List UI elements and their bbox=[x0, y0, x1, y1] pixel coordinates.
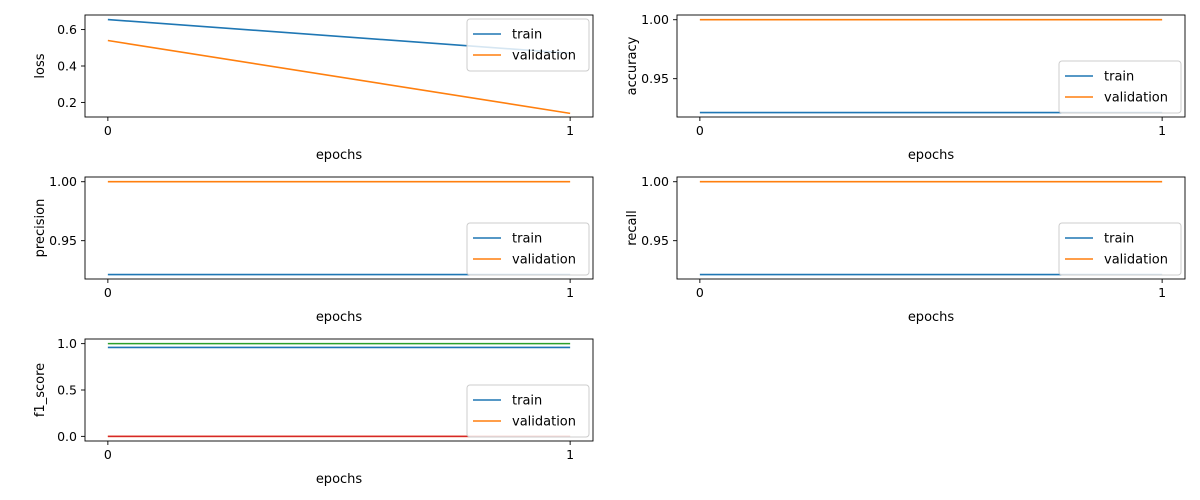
y-axis-label: precision bbox=[33, 199, 48, 258]
legend: train validation bbox=[466, 222, 590, 276]
axes-frame bbox=[676, 14, 1186, 118]
x-axis-label: epochs bbox=[908, 310, 955, 325]
x-tick-label: 0 bbox=[104, 447, 112, 462]
legend-label-train: train bbox=[1104, 232, 1134, 247]
legend-label-train: train bbox=[512, 232, 542, 247]
y-tick-label: 0.0 bbox=[57, 429, 77, 444]
legend-label-validation: validation bbox=[512, 415, 576, 430]
legend: train validation bbox=[1058, 60, 1182, 114]
legend-label-train: train bbox=[1104, 70, 1134, 85]
subplot-precision: 0 1 0.95 1.00 epochs precision train validation bbox=[33, 174, 594, 325]
legend-box bbox=[1058, 222, 1182, 276]
legend-box bbox=[466, 222, 590, 276]
x-tick-label: 1 bbox=[566, 447, 574, 462]
series-line-validation bbox=[107, 39, 571, 115]
x-tick-label: 1 bbox=[1158, 123, 1166, 138]
legend-label-validation: validation bbox=[512, 49, 576, 64]
y-tick-label: 0.95 bbox=[641, 71, 669, 86]
y-axis-label: accuracy bbox=[625, 36, 640, 95]
axes-frame bbox=[676, 176, 1186, 280]
legend-label-validation: validation bbox=[1104, 91, 1168, 106]
x-tick-label: 0 bbox=[104, 285, 112, 300]
y-tick-label: 0.95 bbox=[641, 233, 669, 248]
legend-label-train: train bbox=[512, 28, 542, 43]
y-tick-label: 1.00 bbox=[641, 12, 669, 27]
legend-box bbox=[466, 384, 590, 438]
axes-frame bbox=[84, 176, 594, 280]
subplot-recall: 0 1 0.95 1.00 epochs recall train validation bbox=[625, 174, 1186, 325]
legend-label-validation: validation bbox=[1104, 253, 1168, 268]
y-axis-label: loss bbox=[33, 53, 48, 78]
legend: train validation bbox=[466, 384, 590, 438]
x-tick-label: 1 bbox=[1158, 285, 1166, 300]
y-tick-label: 1.00 bbox=[641, 174, 669, 189]
legend-box bbox=[1058, 60, 1182, 114]
legend-box bbox=[466, 18, 590, 72]
y-axis-label: f1_score bbox=[33, 363, 48, 417]
legend-label-validation: validation bbox=[512, 253, 576, 268]
x-axis-label: epochs bbox=[316, 310, 363, 325]
x-tick-label: 0 bbox=[696, 285, 704, 300]
y-tick-label: 0.4 bbox=[57, 59, 77, 74]
legend-label-train: train bbox=[512, 394, 542, 409]
legend: train validation bbox=[466, 18, 590, 72]
y-tick-label: 1.00 bbox=[49, 174, 77, 189]
legend: train validation bbox=[1058, 222, 1182, 276]
subplot-f1_score: 0 1 0.0 0.5 1.0 epochs f1_score train validation bbox=[33, 336, 594, 487]
x-tick-label: 0 bbox=[696, 123, 704, 138]
subplot-accuracy: 0 1 0.95 1.00 epochs accuracy train validation bbox=[625, 12, 1186, 163]
x-axis-label: epochs bbox=[316, 148, 363, 163]
y-tick-label: 0.2 bbox=[57, 95, 77, 110]
subplot-loss: 0 1 0.2 0.4 0.6 epochs loss train validation bbox=[33, 14, 594, 163]
y-axis-label: recall bbox=[625, 210, 640, 245]
x-axis-label: epochs bbox=[908, 148, 955, 163]
y-tick-label: 0.6 bbox=[57, 22, 77, 37]
x-axis-label: epochs bbox=[316, 472, 363, 487]
x-tick-label: 0 bbox=[104, 123, 112, 138]
y-tick-label: 1.0 bbox=[57, 336, 77, 351]
y-tick-label: 0.5 bbox=[57, 383, 77, 398]
x-tick-label: 1 bbox=[566, 285, 574, 300]
y-tick-label: 0.95 bbox=[49, 233, 77, 248]
x-tick-label: 1 bbox=[566, 123, 574, 138]
